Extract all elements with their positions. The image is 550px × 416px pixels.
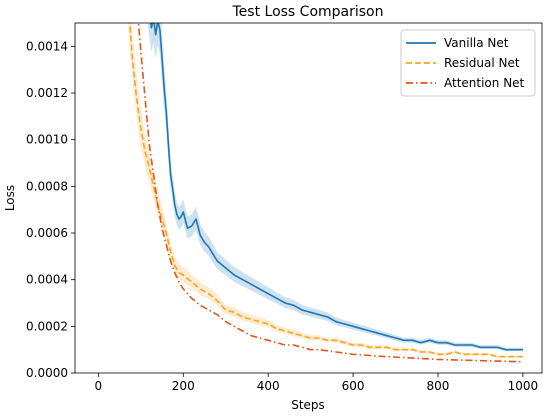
legend: Vanilla Net Residual Net Attention Net — [400, 29, 536, 97]
y-tick-label: 0.0010 — [26, 133, 68, 147]
plot-frame — [74, 22, 543, 374]
legend-label-vanilla-net: Vanilla Net — [444, 36, 509, 50]
y-tick-label: 0.0012 — [26, 86, 68, 100]
y-axis-ticks: 0.0000 0.0002 0.0004 0.0006 0.0008 0.0010 0.00… — [26, 39, 75, 380]
y-axis-label: Loss — [3, 185, 17, 211]
legend-box — [400, 29, 536, 97]
y-tick-label: 0.0008 — [26, 179, 68, 193]
series-lines — [128, 23, 523, 363]
x-axis-ticks: 0 200 400 600 800 1000 — [95, 373, 539, 393]
vanilla-net-line — [150, 23, 523, 351]
chart-title: Test Loss Comparison — [232, 4, 384, 20]
x-tick-label: 400 — [257, 379, 280, 393]
y-tick-label: 0.0004 — [26, 273, 68, 287]
x-tick-label: 200 — [172, 379, 195, 393]
legend-label-attention-net: Attention Net — [444, 76, 525, 90]
legend-label-residual-net: Residual Net — [444, 56, 520, 70]
y-tick-label: 0.0000 — [26, 366, 68, 380]
x-axis-label: Steps — [291, 398, 325, 412]
x-tick-label: 0 — [95, 379, 103, 393]
x-tick-label: 800 — [427, 379, 450, 393]
y-tick-label: 0.0002 — [26, 319, 68, 333]
residual-net-line — [128, 23, 523, 358]
x-tick-label: 1000 — [508, 379, 539, 393]
y-tick-label: 0.0014 — [26, 39, 68, 53]
y-tick-label: 0.0006 — [26, 226, 68, 240]
x-tick-label: 600 — [342, 379, 365, 393]
